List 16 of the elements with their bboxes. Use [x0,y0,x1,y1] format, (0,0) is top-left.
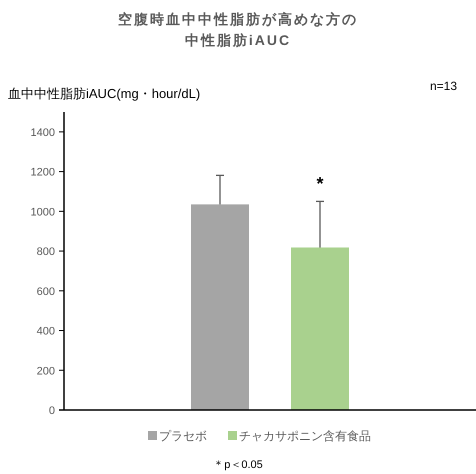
legend-label: チャカサポニン含有食品 [239,429,371,443]
text: n=13 [430,79,458,93]
y-tick-label: 800 [36,246,55,258]
y-tick-label: 1400 [30,126,55,139]
annotation: * [316,173,324,194]
y-tick-label: 1200 [30,166,55,179]
y-tick-label: 0 [48,405,55,417]
y-tick-label: 400 [36,326,55,338]
y-tick-label: 600 [36,286,55,298]
chart-title: 空腹時血中中性脂肪が高めな方の [118,11,358,27]
y-axis-title: 血中中性脂肪iAUC(mg・hour/dL) [8,86,200,101]
chart-subtitle: 中性脂肪iAUC [184,32,292,48]
y-tick-label: 1000 [30,206,55,218]
text: ＊p＜0.05 [213,459,263,471]
legend-label: プラセボ [159,429,207,443]
y-tick-label: 200 [36,365,55,378]
